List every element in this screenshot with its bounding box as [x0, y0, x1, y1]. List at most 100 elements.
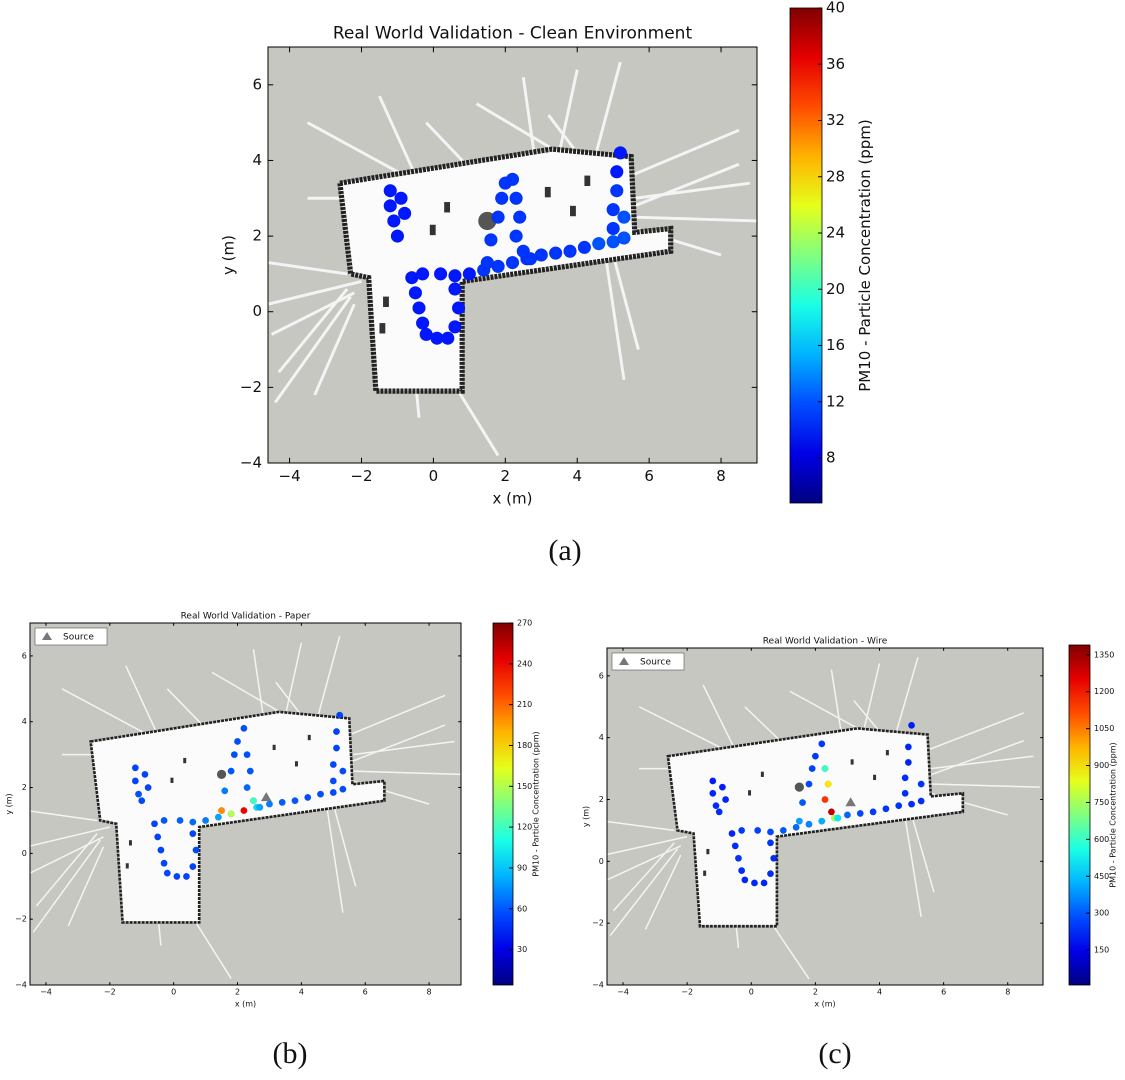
y-axis-label: y (m) — [5, 793, 14, 814]
data-point — [160, 859, 168, 867]
laser-ray — [67, 846, 105, 927]
data-point — [821, 795, 829, 804]
clutter — [170, 777, 174, 783]
laser-ray — [30, 836, 104, 874]
y-tick-label: 6 — [22, 651, 27, 660]
data-point — [448, 320, 462, 334]
data-point — [480, 255, 495, 270]
laser-ray — [557, 69, 579, 154]
data-point — [617, 210, 631, 224]
laser-ray — [744, 706, 784, 745]
laser-ray — [326, 807, 344, 913]
clutter — [383, 296, 389, 307]
legend-label: Source — [640, 658, 671, 668]
plot-frame — [267, 46, 758, 464]
clutter — [760, 771, 764, 777]
data-point — [908, 800, 916, 808]
laser-ray — [252, 649, 264, 716]
legend-marker — [42, 632, 52, 640]
x-tick-label: 6 — [941, 988, 946, 997]
data-point — [249, 797, 258, 805]
data-point — [329, 760, 337, 769]
laser-ray — [609, 848, 679, 936]
laser-ray — [604, 258, 626, 381]
colorbar-label: PM10 - Particle Concentration (ppm) — [856, 119, 874, 391]
data-point — [709, 777, 717, 785]
data-point — [728, 829, 736, 838]
map — [607, 657, 1040, 980]
data-point — [722, 795, 730, 804]
colorbar-tick-label: 20 — [826, 280, 845, 298]
data-point — [134, 790, 143, 798]
colorbar-tick-label: 210 — [517, 700, 532, 709]
data-point — [805, 820, 813, 828]
laser-ray — [593, 61, 622, 158]
y-tick-label: 2 — [252, 227, 262, 245]
laser-ray — [316, 635, 341, 719]
clutter — [544, 186, 551, 198]
y-tick-label: −2 — [15, 915, 27, 924]
data-point — [712, 802, 720, 810]
data-point — [505, 255, 520, 270]
data-point — [770, 854, 778, 862]
x-tick-label: 4 — [572, 467, 582, 485]
x-tick-label: 8 — [427, 988, 432, 997]
data-point — [741, 876, 749, 884]
data-point — [805, 780, 813, 788]
x-tick-label: −4 — [279, 467, 301, 485]
data-point — [754, 826, 762, 834]
laser-ray — [630, 128, 740, 177]
colorbar — [789, 7, 823, 504]
data-point — [138, 797, 146, 805]
y-tick-label: 0 — [599, 857, 604, 866]
x-axis-label: x (m) — [493, 490, 533, 508]
data-point — [230, 751, 238, 759]
laser-ray — [927, 712, 1025, 751]
legend-box — [34, 627, 108, 646]
x-axis-label: x (m) — [235, 1000, 256, 1009]
clutter — [125, 863, 129, 869]
laser-ray — [638, 706, 726, 751]
data-point — [163, 869, 171, 877]
colorbar-label: PM10 - Particle Concentration (ppm) — [532, 731, 541, 876]
colorbar-tick-label: 900 — [1094, 761, 1109, 770]
data-point — [563, 244, 577, 258]
laser-ray — [313, 303, 356, 396]
laser-ray — [378, 95, 417, 177]
clutter — [128, 840, 132, 846]
colorbar-tick-label: 150 — [517, 782, 532, 791]
clutter — [570, 205, 576, 217]
caption: (b) — [273, 1037, 308, 1070]
data-point — [433, 267, 448, 281]
data-point — [917, 797, 925, 805]
data-point — [397, 206, 412, 221]
legend-box — [611, 652, 685, 671]
data-point — [523, 252, 538, 266]
data-point — [332, 744, 341, 752]
data-point — [610, 165, 624, 179]
y-tick-label: −2 — [240, 378, 262, 396]
data-point — [157, 846, 165, 854]
data-point — [451, 301, 466, 315]
data-point — [383, 199, 397, 213]
colorbar-tick-label: 750 — [1094, 798, 1109, 807]
data-point — [766, 839, 775, 847]
plot-frame — [606, 647, 1044, 986]
colorbar-tick-label: 1350 — [1094, 650, 1114, 659]
colorbar-tick-label: 150 — [1094, 946, 1109, 955]
clutter — [748, 790, 752, 796]
chart-title: Real World Validation - Clean Environmen… — [333, 23, 693, 43]
laser-ray — [930, 783, 1040, 788]
laser-ray — [607, 845, 682, 881]
data-point — [901, 774, 909, 782]
data-point — [243, 783, 251, 792]
data-point — [834, 814, 842, 822]
data-point — [577, 240, 592, 255]
data-point — [856, 809, 864, 817]
data-point — [448, 269, 462, 283]
data-point — [387, 214, 401, 228]
room — [666, 727, 965, 928]
data-point — [131, 764, 139, 772]
data-point — [189, 818, 197, 826]
y-tick-label: −4 — [592, 981, 604, 990]
